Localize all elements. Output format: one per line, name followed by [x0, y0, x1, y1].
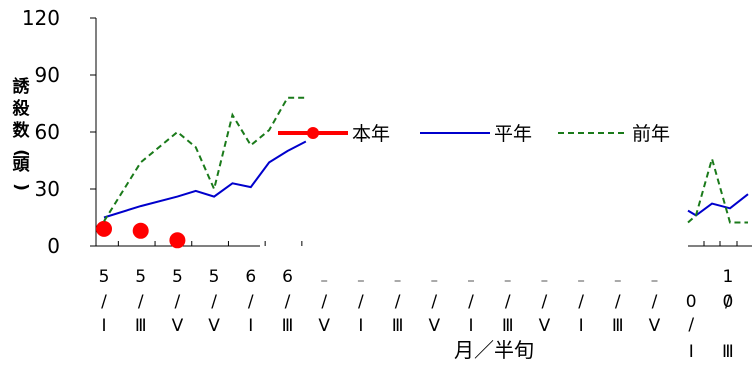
x-tick-slash: /: [578, 292, 584, 312]
x-tick-half: Ⅲ: [135, 316, 147, 336]
y-tick-label: 60: [35, 120, 60, 144]
x-tick-slash: /: [138, 292, 144, 312]
x-tick-month: 5: [99, 267, 110, 287]
x-tick-half: Ⅰ: [468, 316, 473, 336]
y-label-char: 数: [13, 120, 31, 141]
x-tick-month: 6: [282, 267, 293, 287]
x-axis: 5/Ⅰ5/Ⅲ5/Ⅴ5/Ⅴ6/Ⅰ6/Ⅲ/Ⅴ/Ⅰ/Ⅲ/Ⅴ/Ⅰ/Ⅲ/Ⅴ/Ⅰ/Ⅲ/Ⅴ0/…: [96, 241, 752, 362]
x-tick-slash: /: [321, 292, 327, 312]
x-tick-half: Ⅴ: [649, 316, 661, 336]
x-tick-slash: /: [468, 292, 474, 312]
legend-marker-honnen: [307, 127, 319, 139]
y-axis: 0 30 60 90 120: [22, 6, 97, 258]
zennen-line: [103, 96, 306, 222]
honnen-point: [169, 232, 186, 249]
heinen-line: [103, 140, 307, 219]
x-tick-slash: /: [615, 292, 621, 312]
x-tick-half: Ⅴ: [428, 316, 440, 336]
y-tick-label: 30: [35, 177, 60, 201]
x-tick-month: 5: [135, 267, 146, 287]
x-tick-slash: /: [101, 292, 107, 312]
x-tick-half: Ⅴ: [539, 316, 551, 336]
x-tick-slash: /: [431, 292, 437, 312]
x-tick-half: Ⅲ: [612, 316, 624, 336]
legend: 本年 平年 前年: [278, 123, 670, 145]
x-tick-half: Ⅴ: [208, 316, 220, 336]
x-tick-half: Ⅰ: [248, 316, 253, 336]
y-tick-label: 90: [35, 63, 60, 87]
x-tick-slash: /: [358, 292, 364, 312]
x-tick-half: Ⅰ: [101, 316, 106, 336]
x-tick-month: 5: [209, 267, 220, 287]
y-tick-label: 120: [22, 6, 60, 30]
y-label-char: ): [11, 183, 31, 191]
heinen-line-right: [687, 193, 749, 217]
x-tick-slash: /: [248, 292, 254, 312]
legend-label: 本年: [352, 123, 390, 145]
honnen-point: [96, 220, 112, 237]
x-tick-slash: /: [395, 292, 401, 312]
x-tick-slash: /: [688, 315, 694, 335]
x-tick-slash: /: [725, 292, 731, 312]
x-tick-slash: /: [652, 292, 658, 312]
x-tick-month: 0: [722, 292, 733, 312]
x-tick-half: Ⅲ: [722, 342, 734, 362]
y-label-char: (: [11, 149, 31, 157]
y-axis-label: 誘殺数 (頭): [11, 76, 31, 191]
x-tick-slash: /: [285, 292, 291, 312]
x-tick-half: Ⅴ: [172, 316, 184, 336]
x-tick-month: 1: [722, 267, 733, 287]
x-tick-half: Ⅰ: [689, 342, 694, 362]
legend-label: 平年: [494, 123, 532, 145]
y-label-char: 殺: [12, 98, 31, 119]
x-tick-half: Ⅴ: [318, 316, 330, 336]
x-tick-half: Ⅲ: [282, 316, 294, 336]
y-label-char: 誘: [13, 76, 31, 97]
x-tick-month: 5: [172, 267, 183, 287]
x-tick-slash: /: [175, 292, 181, 312]
x-tick-half: Ⅰ: [579, 316, 584, 336]
y-tick-label: 0: [47, 234, 60, 258]
x-tick-slash: /: [211, 292, 217, 312]
y-label-char: 頭: [13, 155, 31, 175]
x-tick-half: Ⅲ: [502, 316, 514, 336]
x-tick-slash: /: [542, 292, 548, 312]
x-tick-month: 6: [245, 267, 256, 287]
x-axis-label: 月／半旬: [454, 338, 534, 362]
honnen-point: [132, 222, 149, 239]
legend-label: 前年: [632, 123, 670, 145]
series: [96, 96, 749, 249]
x-tick-month: 0: [686, 292, 697, 312]
x-tick-half: Ⅲ: [392, 316, 404, 336]
zennen-line-right: [687, 155, 748, 224]
x-tick-slash: /: [505, 292, 511, 312]
x-tick-half: Ⅰ: [358, 316, 363, 336]
